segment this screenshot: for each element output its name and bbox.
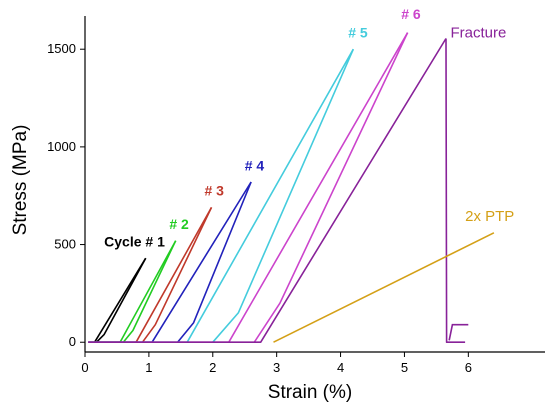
annotation-label: Cycle # 1 — [104, 234, 165, 250]
y-tick-label: 1500 — [47, 41, 76, 56]
x-tick-label: 2 — [209, 360, 216, 375]
x-tick-label: 5 — [401, 360, 408, 375]
annotation-label: # 5 — [348, 24, 368, 40]
series-fracture-loading — [88, 38, 447, 343]
annotation-label: Fracture — [450, 24, 506, 41]
x-tick-label: 0 — [81, 360, 88, 375]
x-axis-title: Strain (%) — [268, 382, 352, 403]
series-5-unloading — [212, 48, 355, 343]
series-4-unloading — [176, 181, 252, 343]
x-tick-label: 1 — [145, 360, 152, 375]
fracture-tail-segment — [448, 323, 469, 341]
x-tick-label: 3 — [273, 360, 280, 375]
annotation-label: # 4 — [245, 157, 265, 173]
x-tick-label: 4 — [337, 360, 344, 375]
curves — [88, 32, 495, 343]
annotation-label: # 6 — [401, 6, 421, 22]
annotation-label: 2x PTP — [465, 208, 514, 225]
x-tick-label: 6 — [465, 360, 472, 375]
series-fracture-unloading — [445, 38, 466, 343]
y-tick-label: 1000 — [47, 139, 76, 154]
y-tick-label: 500 — [54, 237, 76, 252]
series-2-unloading — [122, 240, 177, 343]
series-6-unloading — [253, 32, 409, 343]
series-cycle-1-unloading — [95, 257, 147, 343]
annotation-label: # 2 — [169, 216, 189, 232]
series-3-unloading — [141, 207, 213, 343]
y-tick-label: 0 — [69, 334, 76, 349]
axes: 0 1 2 3 4 5 6 0 500 1000 1500 — [47, 16, 545, 375]
annotation-label: # 3 — [204, 183, 224, 199]
y-axis-title: Stress (MPa) — [10, 125, 31, 236]
annotations: Cycle # 1# 2 # 3 # 4 # 5 # 6 Fracture 2x PTP — [104, 6, 514, 250]
series-2-loading — [88, 240, 177, 343]
series-2x-ptp-loading — [273, 232, 495, 343]
